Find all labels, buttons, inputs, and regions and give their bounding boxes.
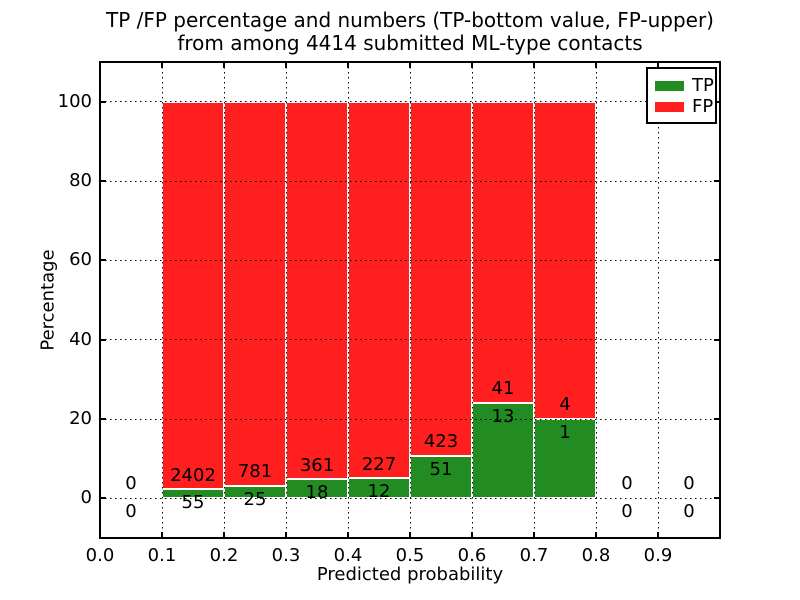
tp-count-label: 25 [243,488,267,510]
fp-bar-segment [410,101,472,456]
x-gridline [285,62,287,538]
plot-area: TP FP 0 0 2402 55 781 25 361 18 227 12 423 51 41 13 4 1… [99,61,721,539]
tp-legend-label: TP [692,74,714,96]
x-tick-mark [285,532,287,538]
x-tick-mark [285,62,287,68]
x-tick-label: 0.6 [457,545,487,566]
x-tick-label: 0.8 [581,545,611,566]
tp-count-label: 0 [621,501,633,523]
x-tick-label: 0.3 [271,545,301,566]
y-tick-mark [714,259,720,262]
fp-count-label: 227 [361,453,397,475]
legend-entry-tp: TP [655,74,714,96]
fp-count-label: 41 [491,377,515,399]
x-tick-label: 0.0 [85,545,115,566]
x-gridline [657,62,659,538]
x-tick-mark [657,62,659,68]
tp-count-label: 55 [181,492,205,514]
x-gridline [595,62,597,538]
chart-title: TP /FP percentage and numbers (TP-bottom… [100,9,720,55]
fp-count-label: 2402 [170,464,216,486]
legend: TP FP [646,67,717,124]
x-tick-mark [533,62,535,68]
x-tick-mark [471,62,473,68]
x-tick-mark [471,532,473,538]
tp-count-label: 51 [429,458,453,480]
x-tick-mark [161,532,163,538]
fp-count-label: 781 [237,461,273,483]
x-tick-label: 0.1 [147,545,177,566]
fp-bar-segment [348,101,410,479]
x-tick-mark [347,532,349,538]
y-tick-label: 40 [69,328,92,350]
y-tick-label: 20 [69,408,92,429]
y-tick-mark [100,100,106,103]
x-tick-mark [533,532,535,538]
x-tick-mark [161,62,163,68]
x-tick-mark [223,532,225,538]
y-tick-mark [100,180,106,182]
x-tick-label: 0.7 [519,545,549,566]
x-tick-label: 0.4 [333,545,363,566]
tp-count-label: 13 [491,405,515,427]
y-tick-mark [100,338,106,341]
y-tick-mark [714,418,720,420]
fp-legend-swatch [655,101,684,112]
fp-bar-segment [224,101,286,487]
y-tick-mark [714,497,720,500]
y-tick-label: 0 [80,487,92,509]
x-gridline [409,62,411,538]
y-tick-mark [100,418,106,420]
fp-bar-segment [286,101,348,480]
fp-bar-segment [472,101,534,403]
x-tick-label: 0.9 [643,545,673,566]
x-gridline [161,62,163,538]
tp-count-label: 12 [367,481,391,503]
y-tick-label: 100 [57,90,92,112]
fp-legend-label: FP [692,95,714,117]
y-tick-mark [714,180,720,182]
fp-bar-segment [162,101,224,490]
legend-entry-fp: FP [655,95,714,117]
tp-count-label: 1 [559,421,571,443]
fp-count-label: 361 [299,454,335,476]
tp-count-label: 18 [305,482,329,504]
x-axis-label: Predicted probability [316,564,504,585]
x-gridline [347,62,349,538]
x-tick-mark [347,62,349,68]
x-tick-label: 0.5 [395,545,425,566]
fp-count-label: 0 [683,473,695,495]
chart-title-line-2: from among 4414 submitted ML-type contac… [177,31,643,55]
fp-count-label: 423 [423,430,459,452]
chart-title-line-1: TP /FP percentage and numbers (TP-bottom… [106,8,714,32]
tp-count-label: 0 [683,501,695,523]
x-tick-mark [657,532,659,538]
fp-count-label: 4 [559,394,571,416]
x-tick-mark [595,62,597,68]
x-gridline [471,62,473,538]
x-gridline [223,62,225,538]
x-tick-mark [409,62,411,68]
x-tick-mark [223,62,225,68]
x-tick-label: 0.2 [209,545,239,566]
y-tick-label: 80 [69,170,92,191]
y-tick-mark [714,100,720,103]
x-tick-mark [595,532,597,538]
y-tick-mark [100,259,106,262]
fp-count-label: 0 [621,473,633,495]
tp-count-label: 0 [125,501,137,523]
fp-count-label: 0 [125,473,137,495]
y-tick-mark [714,338,720,341]
y-tick-mark [100,497,106,500]
y-tick-label: 60 [69,249,92,271]
tp-legend-swatch [655,80,684,91]
x-tick-mark [409,532,411,538]
x-gridline [533,62,535,538]
